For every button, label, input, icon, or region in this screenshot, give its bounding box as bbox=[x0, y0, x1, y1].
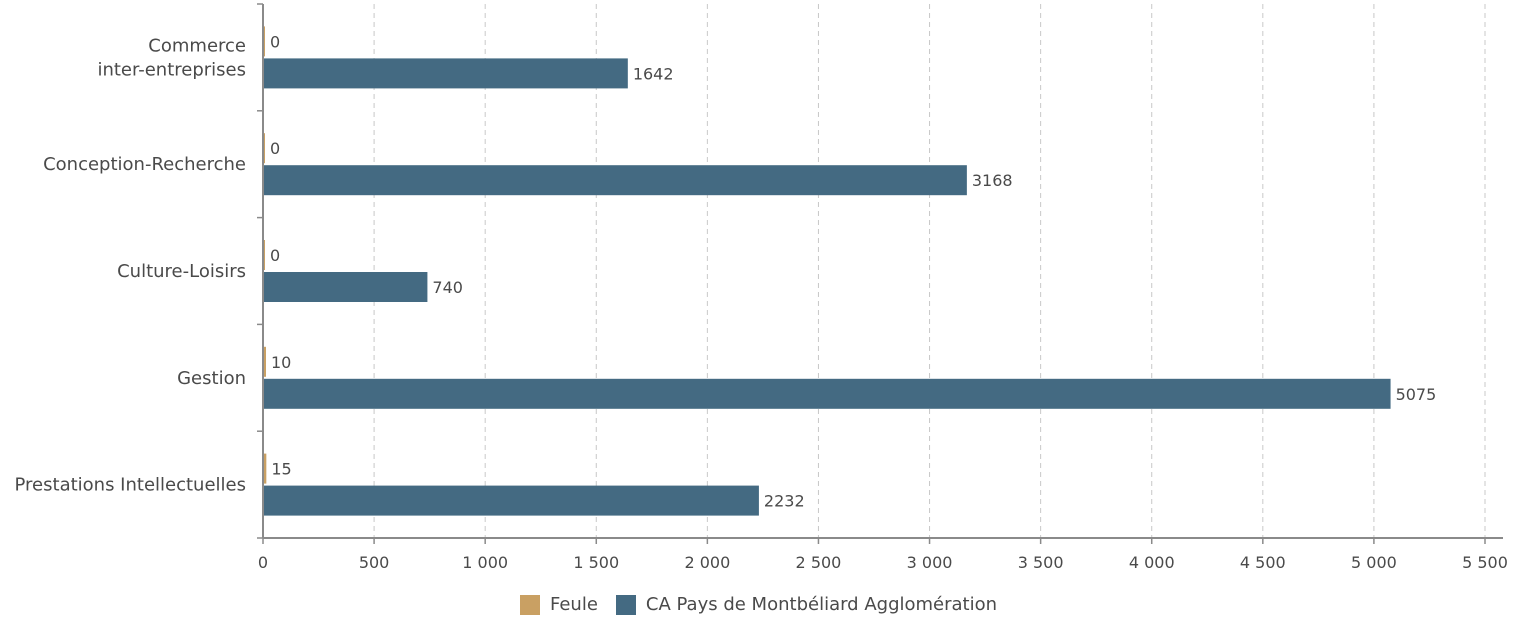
legend-item-feule: Feule bbox=[519, 594, 598, 615]
axes bbox=[257, 3, 1503, 544]
category-label: Prestations Intellectuelles bbox=[15, 475, 246, 496]
x-tick-label: 4 000 bbox=[1129, 553, 1175, 572]
grid-lines bbox=[373, 4, 1486, 538]
bar-ca-pays bbox=[263, 485, 759, 516]
data-label: 0 bbox=[270, 32, 280, 51]
x-tick-label: 4 500 bbox=[1240, 553, 1286, 572]
category-label: Conception-Recherche bbox=[43, 154, 246, 175]
bar-feule bbox=[263, 346, 266, 377]
bar-ca-pays bbox=[263, 378, 1391, 409]
x-tick-label: 3 500 bbox=[1018, 553, 1064, 572]
data-label: 3168 bbox=[972, 171, 1013, 190]
legend-label-feule: Feule bbox=[549, 594, 598, 615]
legend-label-ca-pays: CA Pays de Montbéliard Agglomération bbox=[645, 594, 998, 615]
x-tick-label: 2 000 bbox=[684, 553, 730, 572]
bars bbox=[263, 26, 1391, 516]
x-tick-label: 1 000 bbox=[462, 553, 508, 572]
data-label: 10 bbox=[271, 353, 291, 372]
labels: 0 500 1 000 1 500 2 000 2 500 3 000 3 500 4 000 4… bbox=[15, 32, 1508, 572]
category-label: Culture-Loisirs bbox=[117, 261, 246, 282]
data-label: 1642 bbox=[633, 64, 674, 83]
x-tick-label: 500 bbox=[359, 553, 390, 572]
legend-swatch-ca-pays bbox=[615, 594, 636, 615]
category-label: inter-entreprises bbox=[97, 59, 246, 80]
bar-feule bbox=[263, 453, 267, 484]
legend-item-ca-pays: CA Pays de Montbéliard Agglomération bbox=[615, 594, 998, 615]
bar-ca-pays bbox=[263, 58, 628, 89]
bar-chart: 0 500 1 000 1 500 2 000 2 500 3 000 3 500 4 000 4… bbox=[15, 3, 1508, 572]
x-tick-label: 3 000 bbox=[907, 553, 953, 572]
legend-swatch-feule bbox=[519, 594, 540, 615]
category-label: Commerce bbox=[148, 35, 246, 56]
data-label: 0 bbox=[270, 246, 280, 265]
data-label: 5075 bbox=[1396, 385, 1437, 404]
x-tick-label: 0 bbox=[258, 553, 268, 572]
data-label: 15 bbox=[271, 460, 291, 479]
x-tick-label: 5 000 bbox=[1351, 553, 1397, 572]
category-label: Gestion bbox=[177, 368, 246, 389]
x-tick-label: 1 500 bbox=[573, 553, 619, 572]
x-tick-label: 5 500 bbox=[1462, 553, 1508, 572]
bar-ca-pays bbox=[263, 272, 428, 302]
data-label: 740 bbox=[432, 278, 463, 297]
legend: Feule CA Pays de Montbéliard Agglomérati… bbox=[0, 594, 1517, 615]
data-label: 2232 bbox=[764, 492, 805, 511]
data-label: 0 bbox=[270, 139, 280, 158]
bar-ca-pays bbox=[263, 165, 967, 196]
x-tick-label: 2 500 bbox=[796, 553, 842, 572]
